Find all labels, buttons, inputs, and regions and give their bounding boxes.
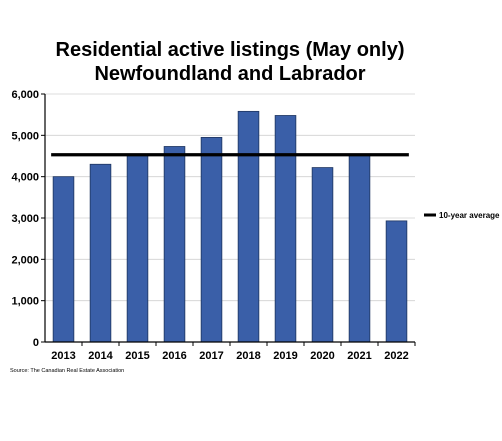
legend-label-average: 10-year average [439, 211, 500, 220]
x-tick-label-2021: 2021 [347, 350, 371, 362]
y-tick-label: 1,000 [11, 296, 39, 308]
x-tick-label-2018: 2018 [236, 350, 260, 362]
bar-2021 [348, 153, 371, 343]
x-tick-label-2016: 2016 [162, 350, 186, 362]
y-tick-label: 0 [33, 337, 39, 349]
bar-2014 [89, 163, 112, 343]
x-tick-label-2013: 2013 [51, 350, 75, 362]
bar-2017 [200, 136, 223, 343]
x-tick-label-2019: 2019 [273, 350, 297, 362]
bar-2020 [311, 167, 334, 343]
bar-2013 [52, 176, 75, 343]
y-tick-label: 2,000 [11, 254, 39, 266]
bar-2019 [274, 115, 297, 343]
x-tick-label-2017: 2017 [199, 350, 223, 362]
chart-title: Residential active listings (May only) N… [0, 38, 460, 86]
y-axis-ticks: 0 1,000 2,000 3,000 4,000 5,000 6,000 [11, 89, 45, 349]
bar-2018 [237, 110, 260, 343]
bar-2016 [163, 146, 186, 343]
x-tick-label-2022: 2022 [384, 350, 408, 362]
y-tick-label: 3,000 [11, 213, 39, 225]
y-tick-label: 6,000 [11, 89, 39, 101]
x-tick-label-2014: 2014 [88, 350, 113, 362]
chart-title-line-1: Residential active listings (May only) [55, 39, 405, 61]
bar-2022 [385, 220, 408, 343]
y-tick-label: 5,000 [11, 130, 39, 142]
chart-title-line-2: Newfoundland and Labrador [94, 63, 366, 85]
x-tick-label-2020: 2020 [310, 350, 334, 362]
legend: 10-year average [424, 211, 500, 220]
x-tick-label-2015: 2015 [125, 350, 149, 362]
y-tick-label: 4,000 [11, 172, 39, 184]
x-axis-ticks: 2013 2014 2015 2016 2017 2018 2019 2020 2021 2022 [51, 342, 416, 362]
source-note: Source: The Canadian Real Estate Associa… [10, 368, 125, 374]
bars [52, 110, 408, 343]
bar-2015 [126, 153, 149, 343]
